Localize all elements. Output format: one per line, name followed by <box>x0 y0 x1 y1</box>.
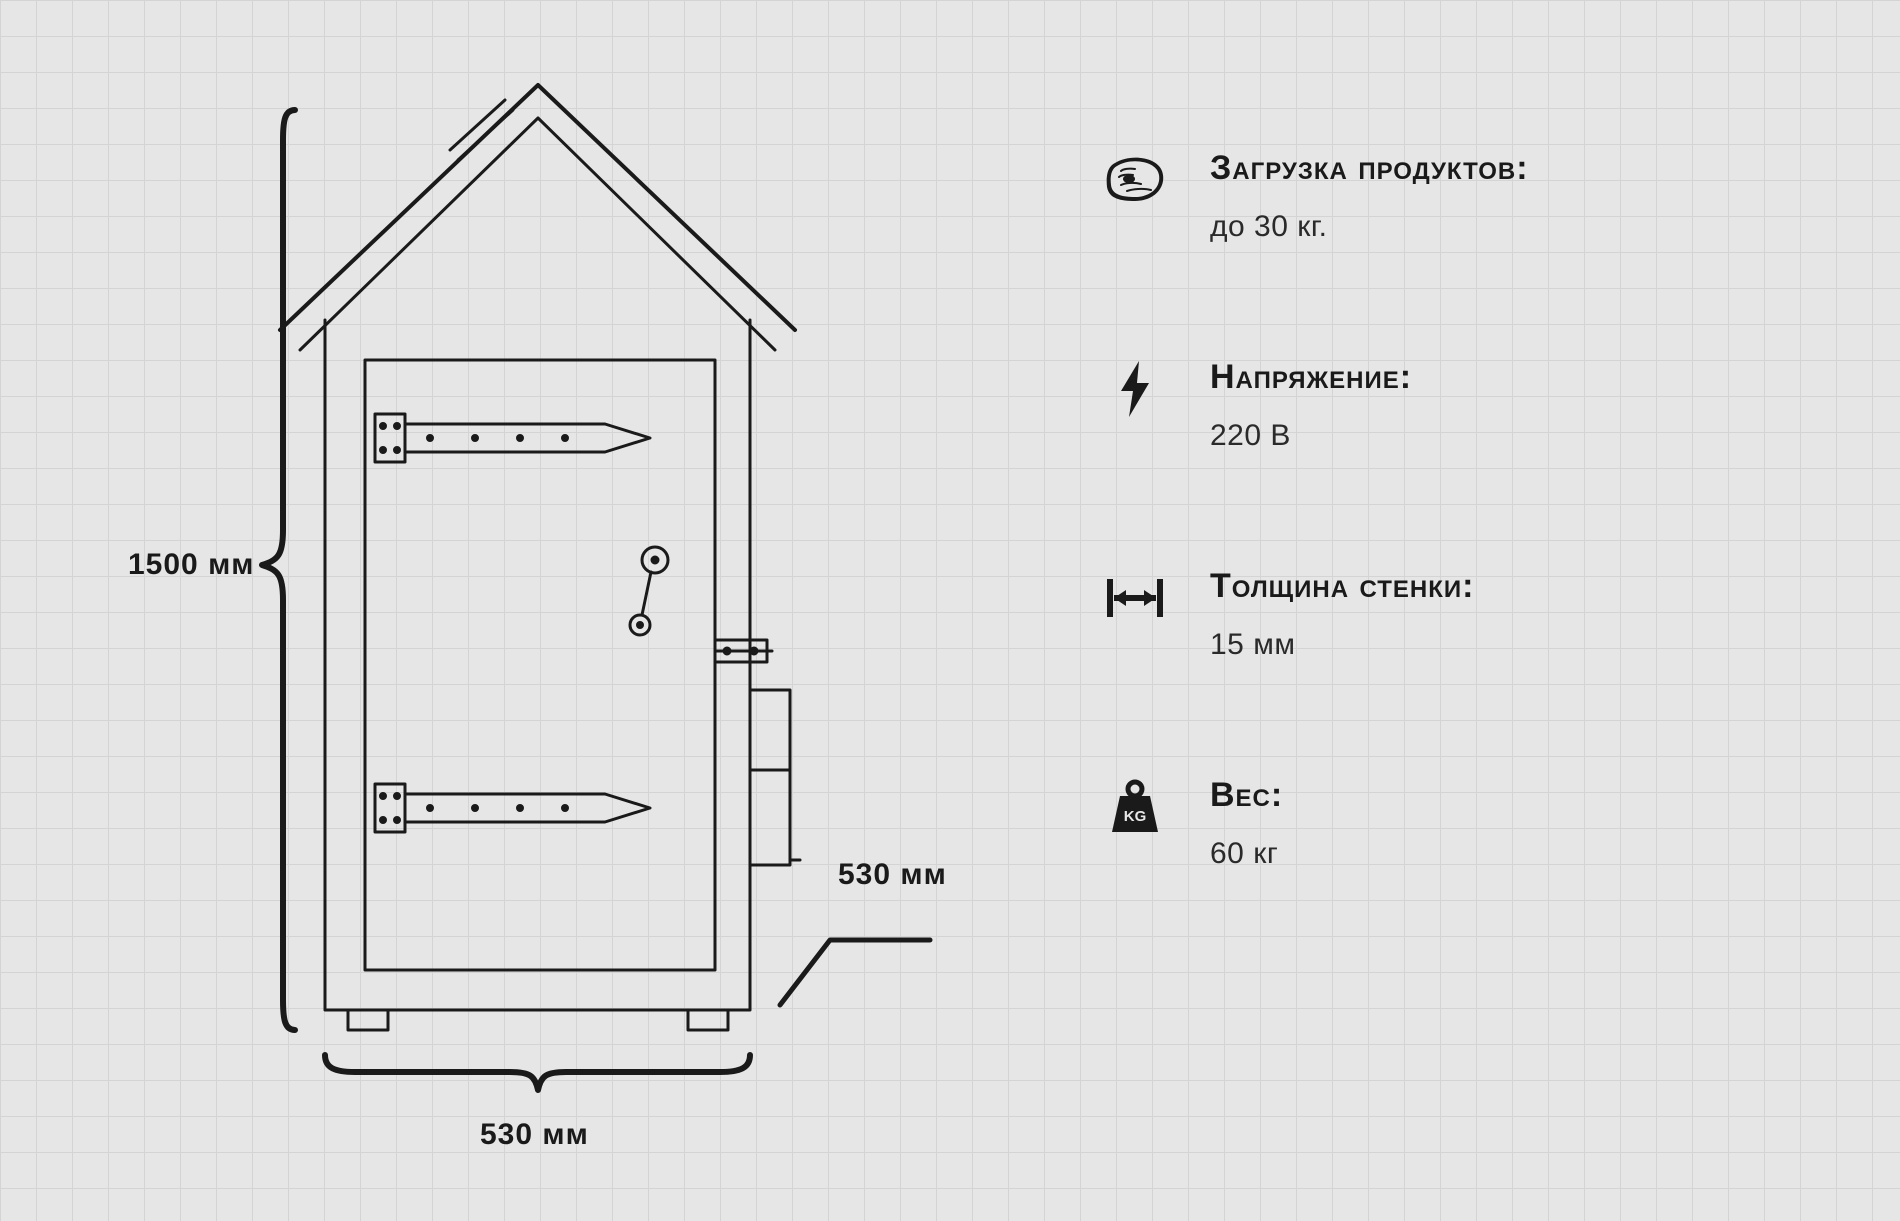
dim-depth-label: 530 мм <box>838 858 947 892</box>
dim-height-label: 1500 мм <box>128 548 254 582</box>
svg-text:KG: KG <box>1124 808 1147 825</box>
spec-label: Напряжение: <box>1210 358 1860 397</box>
spec-label: Толщина стенки: <box>1210 567 1860 606</box>
spec-row-weight: KG Вес: 60 кг <box>1100 772 1860 871</box>
spec-row-voltage: Напряжение: 220 В <box>1100 354 1860 453</box>
spec-value: 15 мм <box>1210 628 1860 662</box>
steak-icon <box>1100 145 1170 215</box>
specs-panel: Загрузка продуктов: до 30 кг. Напряжение… <box>1100 145 1860 871</box>
spec-label: Загрузка продуктов: <box>1210 149 1860 188</box>
thickness-icon <box>1100 563 1170 633</box>
weight-icon: KG <box>1100 772 1170 842</box>
spec-row-thickness: Толщина стенки: 15 мм <box>1100 563 1860 662</box>
spec-label: Вес: <box>1210 776 1860 815</box>
bolt-icon <box>1100 354 1170 424</box>
spec-value: до 30 кг. <box>1210 210 1860 244</box>
dim-width-label: 530 мм <box>480 1118 589 1152</box>
spec-value: 220 В <box>1210 419 1860 453</box>
spec-value: 60 кг <box>1210 837 1860 871</box>
spec-row-load: Загрузка продуктов: до 30 кг. <box>1100 145 1860 244</box>
